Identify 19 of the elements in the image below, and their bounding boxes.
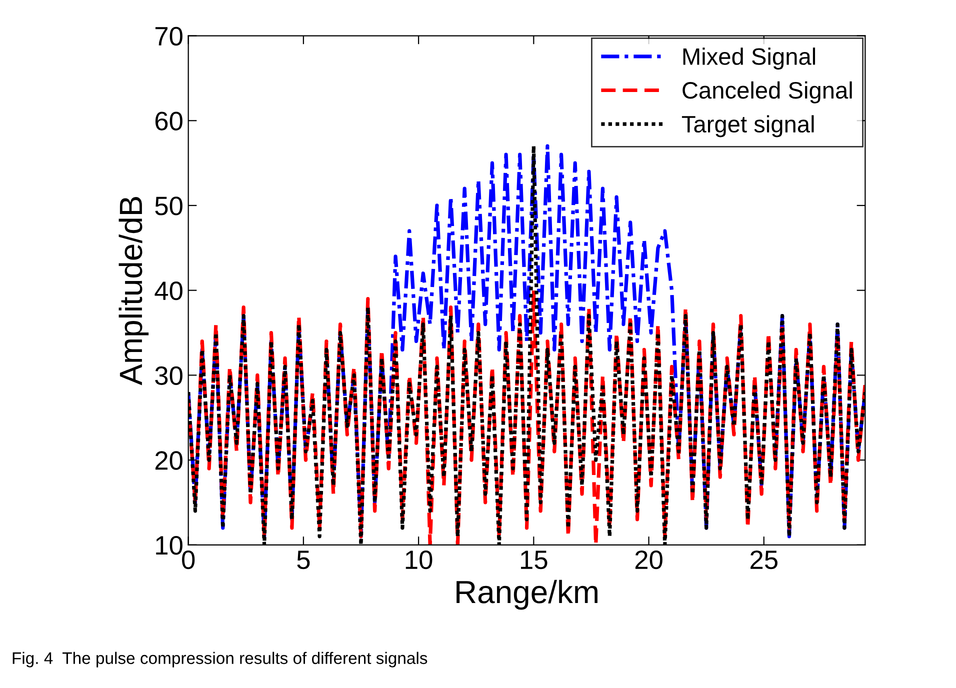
- legend-label: Canceled Signal: [682, 81, 852, 104]
- y-tick-label: 20: [155, 451, 182, 470]
- legend-label: Target signal: [682, 115, 814, 138]
- y-tick-label: 60: [155, 112, 182, 130]
- y-tick-label: 40: [154, 281, 182, 300]
- x-tick-label: 25: [750, 550, 778, 570]
- y-tick-label: 10: [156, 536, 182, 555]
- x-axis-title: Range/km: [456, 580, 598, 610]
- legend-label: Mixed Signal: [683, 48, 816, 70]
- x-tick-label: 20: [635, 550, 662, 570]
- y-tick-label: 50: [155, 196, 182, 216]
- caption: Fig. 4 The pulse compression results of different signals: [12, 652, 428, 668]
- x-tick-label: 0: [182, 550, 195, 570]
- y-tick-label: 30: [155, 366, 182, 386]
- x-tick-label: 5: [297, 550, 310, 570]
- y-tick-label: 70: [155, 26, 182, 46]
- x-tick-label: 10: [406, 550, 432, 570]
- y-axis-title: Amplitude/dB: [118, 197, 149, 386]
- x-tick-label: 15: [521, 550, 548, 570]
